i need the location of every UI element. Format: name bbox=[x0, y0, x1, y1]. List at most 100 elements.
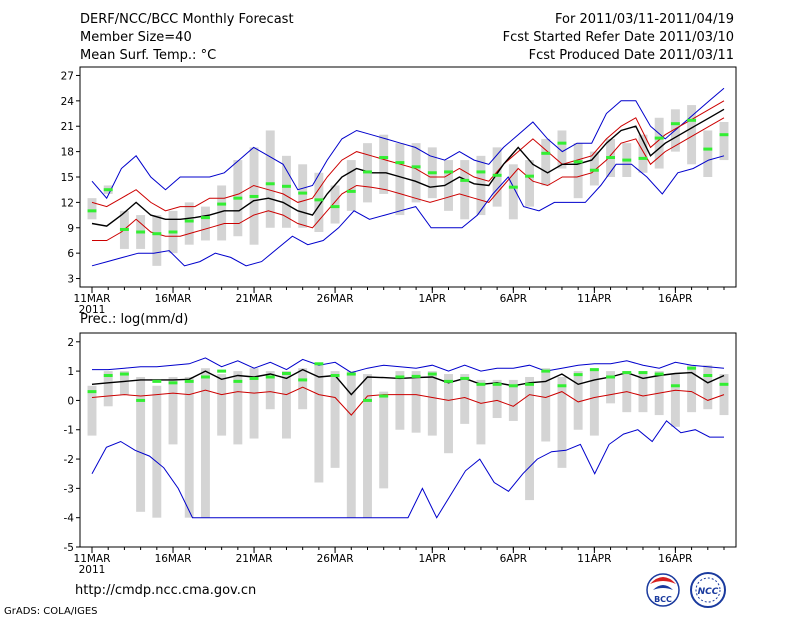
spread-box bbox=[670, 374, 680, 427]
x-tick-label: 11APR bbox=[577, 553, 611, 565]
median-mark bbox=[119, 227, 129, 231]
x-year-label: 2011 bbox=[79, 304, 106, 316]
median-mark bbox=[379, 156, 389, 160]
median-mark bbox=[687, 118, 697, 122]
median-mark bbox=[87, 390, 97, 394]
median-mark bbox=[87, 209, 97, 213]
median-mark bbox=[573, 373, 583, 377]
y-tick-label: 18 bbox=[61, 147, 74, 159]
median-mark bbox=[346, 372, 356, 376]
source-url: http://cmdp.ncc.cma.gov.cn bbox=[75, 583, 256, 598]
x-tick-label: 1APR bbox=[419, 553, 447, 565]
svg-text:NCC: NCC bbox=[698, 587, 719, 597]
spread-box bbox=[492, 147, 502, 207]
spread-box bbox=[557, 376, 567, 468]
spread-box bbox=[217, 185, 227, 241]
median-mark bbox=[638, 156, 648, 160]
spread-box bbox=[444, 160, 453, 211]
member-size: Member Size=40 bbox=[80, 30, 192, 45]
fcst-started-date: Fcst Started Refer Date 2011/03/10 bbox=[503, 30, 734, 45]
spread-box bbox=[184, 376, 194, 518]
spread-box bbox=[249, 368, 259, 439]
median-mark bbox=[282, 371, 291, 375]
spread-box bbox=[314, 172, 324, 232]
y-tick-label: 15 bbox=[61, 172, 74, 184]
median-mark bbox=[557, 384, 567, 388]
spread-box bbox=[589, 368, 599, 436]
median-mark bbox=[184, 219, 194, 223]
x-tick-label: 21MAR bbox=[236, 553, 273, 565]
spread-box bbox=[314, 365, 324, 483]
median-mark bbox=[249, 376, 259, 380]
median-mark bbox=[395, 161, 405, 165]
y-tick-label: 2 bbox=[67, 337, 74, 349]
spread-box bbox=[330, 185, 340, 224]
spread-box bbox=[282, 155, 291, 228]
median-mark bbox=[622, 158, 632, 162]
median-mark bbox=[508, 384, 518, 388]
spread-box bbox=[525, 376, 534, 501]
spread-box bbox=[525, 160, 534, 207]
median-mark bbox=[589, 168, 599, 172]
spread-box bbox=[703, 130, 713, 177]
spread-box bbox=[330, 371, 340, 468]
plot-frame bbox=[79, 66, 737, 288]
spread-box bbox=[427, 371, 437, 436]
y-tick-label: 3 bbox=[67, 274, 74, 286]
ens-min-line bbox=[91, 420, 724, 519]
median-mark bbox=[233, 196, 243, 200]
spread-box bbox=[265, 130, 275, 228]
spread-box bbox=[298, 368, 308, 410]
median-mark bbox=[638, 371, 648, 375]
upper-spread-line bbox=[91, 100, 725, 212]
y-tick-label: -4 bbox=[64, 513, 75, 525]
spread-box bbox=[346, 160, 356, 211]
median-mark bbox=[298, 378, 308, 382]
spread-box bbox=[638, 371, 648, 413]
median-mark bbox=[346, 189, 356, 193]
spread-box bbox=[233, 371, 243, 445]
median-mark bbox=[670, 122, 680, 126]
median-mark bbox=[622, 371, 632, 375]
panel-1: 3 6 9 12 15 18 21 24 27 11MAR 16MAR 21MAR 26MAR 1APR 6… bbox=[61, 66, 737, 316]
spread-box bbox=[476, 155, 486, 216]
spread-box bbox=[703, 365, 713, 410]
spread-box bbox=[136, 376, 146, 512]
spread-box bbox=[654, 117, 664, 169]
y-tick-label: 12 bbox=[61, 197, 74, 209]
median-mark bbox=[687, 366, 697, 370]
x-tick-label: 26MAR bbox=[317, 553, 354, 565]
median-mark bbox=[200, 216, 210, 220]
median-mark bbox=[265, 375, 275, 379]
x-tick-label: 16MAR bbox=[155, 293, 192, 305]
x-year-label: 2011 bbox=[79, 564, 106, 576]
ens-max-line bbox=[91, 87, 725, 200]
spread-box bbox=[719, 122, 729, 161]
spread-box bbox=[557, 130, 567, 169]
y-tick-label: 0 bbox=[67, 395, 74, 407]
median-mark bbox=[476, 170, 486, 174]
y-tick-label: -2 bbox=[64, 454, 74, 466]
x-tick-label: 26MAR bbox=[317, 293, 354, 305]
median-mark bbox=[508, 185, 518, 189]
median-mark bbox=[492, 173, 502, 177]
median-mark bbox=[444, 379, 453, 383]
spread-box bbox=[119, 371, 129, 395]
spread-box bbox=[87, 198, 97, 220]
x-tick-label: 6APR bbox=[500, 293, 528, 305]
spread-box bbox=[508, 164, 518, 220]
spread-box bbox=[508, 379, 518, 421]
x-tick-label: 16APR bbox=[658, 293, 692, 305]
median-mark bbox=[363, 170, 372, 174]
median-mark bbox=[265, 182, 275, 186]
spread-box bbox=[687, 105, 697, 165]
median-mark bbox=[411, 165, 421, 169]
chart-title: DERF/NCC/BCC Monthly Forecast bbox=[80, 12, 294, 27]
lower-spread-line bbox=[92, 117, 725, 241]
median-mark bbox=[606, 375, 616, 379]
temp-panel-title: Mean Surf. Temp.: °C bbox=[80, 48, 216, 63]
spread-box bbox=[395, 371, 405, 430]
spread-box bbox=[346, 371, 356, 518]
y-tick-label: 6 bbox=[67, 248, 74, 260]
median-mark bbox=[136, 230, 146, 234]
